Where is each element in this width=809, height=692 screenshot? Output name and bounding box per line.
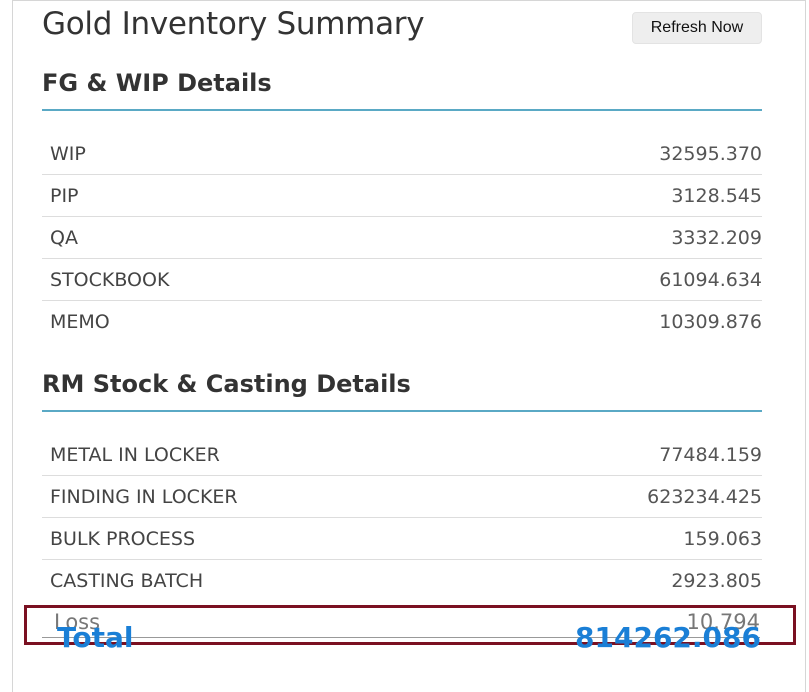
fg-wip-table: WIP 32595.370 PIP 3128.545 QA 3332.209 S…: [42, 133, 762, 343]
panel-top-border: [12, 0, 806, 1]
row-value: 32595.370: [659, 142, 762, 165]
table-row: MEMO 10309.876: [42, 301, 762, 343]
row-value: 77484.159: [659, 443, 762, 466]
row-label: CASTING BATCH: [50, 570, 204, 592]
rm-stock-table: METAL IN LOCKER 77484.159 FINDING IN LOC…: [42, 434, 762, 602]
row-value: 3332.209: [671, 226, 762, 249]
fg-wip-section-rule: [42, 109, 762, 111]
table-row: STOCKBOOK 61094.634: [42, 259, 762, 301]
table-row: QA 3332.209: [42, 217, 762, 259]
row-value: 159.063: [683, 527, 762, 550]
rm-stock-section-title: RM Stock & Casting Details: [42, 370, 411, 398]
row-label: QA: [50, 226, 78, 249]
row-value: 623234.425: [647, 485, 762, 508]
row-value: 10309.876: [659, 311, 762, 333]
summary-panel: [12, 0, 806, 692]
fg-wip-section-title: FG & WIP Details: [42, 69, 272, 97]
row-label: BULK PROCESS: [50, 527, 196, 550]
row-label: METAL IN LOCKER: [50, 443, 220, 466]
row-label: FINDING IN LOCKER: [50, 485, 238, 508]
refresh-now-button[interactable]: Refresh Now: [632, 12, 762, 44]
table-row: CASTING BATCH 2923.805: [42, 560, 762, 602]
page-title: Gold Inventory Summary: [42, 6, 425, 42]
rm-stock-section-rule: [42, 410, 762, 412]
row-label: WIP: [50, 142, 86, 165]
table-row: FINDING IN LOCKER 623234.425: [42, 476, 762, 518]
total-label: Total: [57, 621, 134, 654]
table-row: BULK PROCESS 159.063: [42, 518, 762, 560]
row-label: MEMO: [50, 311, 110, 333]
table-row: METAL IN LOCKER 77484.159: [42, 434, 762, 476]
row-value: 3128.545: [671, 184, 762, 207]
row-label: STOCKBOOK: [50, 268, 170, 291]
table-row: WIP 32595.370: [42, 133, 762, 175]
row-value: 2923.805: [671, 570, 762, 592]
table-row: PIP 3128.545: [42, 175, 762, 217]
total-value: 814262.086: [575, 621, 761, 654]
loss-label: Loss: [54, 609, 101, 634]
loss-value: 10.794: [686, 609, 760, 634]
loss-row: Loss 10.794: [42, 606, 760, 638]
loss-highlight-box: [24, 605, 796, 645]
row-label: PIP: [50, 184, 79, 207]
row-value: 61094.634: [659, 268, 762, 291]
